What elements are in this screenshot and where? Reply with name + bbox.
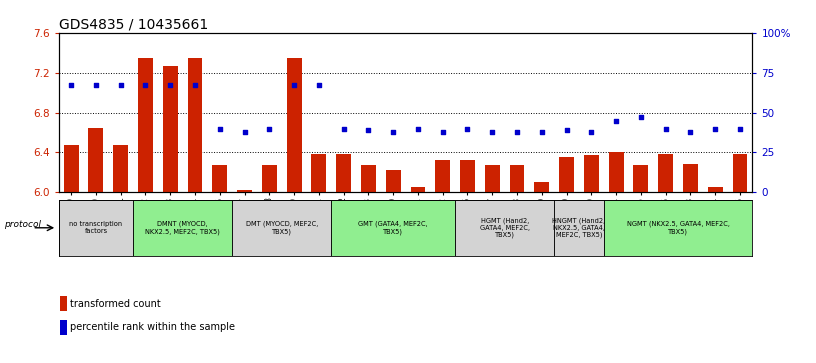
Bar [510, 166, 525, 192]
Text: protocol: protocol [4, 220, 41, 229]
Point [585, 129, 598, 135]
Text: NGMT (NKX2.5, GATA4, MEF2C,
TBX5): NGMT (NKX2.5, GATA4, MEF2C, TBX5) [627, 221, 730, 235]
Bar [60, 320, 67, 335]
Point [486, 129, 499, 135]
Bar [460, 160, 475, 192]
Point [287, 82, 300, 88]
Bar [133, 200, 233, 256]
Point [461, 126, 474, 131]
Bar [64, 146, 78, 192]
Point [387, 129, 400, 135]
Bar [188, 58, 202, 192]
Bar [707, 187, 723, 192]
Bar [88, 127, 104, 192]
Point [708, 126, 721, 131]
Point [188, 82, 202, 88]
Bar [237, 191, 252, 192]
Bar [113, 146, 128, 192]
Bar [604, 200, 752, 256]
Point [313, 82, 326, 88]
Text: DMNT (MYOCD,
NKX2.5, MEF2C, TBX5): DMNT (MYOCD, NKX2.5, MEF2C, TBX5) [145, 221, 220, 235]
Bar [138, 58, 153, 192]
Text: GDS4835 / 10435661: GDS4835 / 10435661 [59, 17, 208, 32]
Bar [609, 152, 623, 192]
Text: GMT (GATA4, MEF2C,
TBX5): GMT (GATA4, MEF2C, TBX5) [358, 221, 428, 235]
Point [64, 82, 78, 88]
Point [114, 82, 127, 88]
Bar [554, 200, 604, 256]
Bar [312, 155, 326, 192]
Bar [386, 171, 401, 192]
Bar [455, 200, 554, 256]
Bar [559, 158, 574, 192]
Text: transformed count: transformed count [70, 299, 161, 309]
Point [139, 82, 152, 88]
Text: no transcription
factors: no transcription factors [69, 221, 122, 234]
Bar [659, 155, 673, 192]
Point [90, 82, 103, 88]
Bar [212, 166, 227, 192]
Bar [331, 200, 455, 256]
Bar [584, 155, 599, 192]
Point [411, 126, 424, 131]
Bar [336, 155, 351, 192]
Text: percentile rank within the sample: percentile rank within the sample [70, 322, 235, 332]
Bar [163, 66, 178, 192]
Bar [233, 200, 331, 256]
Point [535, 129, 548, 135]
Bar [59, 200, 133, 256]
Point [238, 129, 251, 135]
Point [263, 126, 276, 131]
Bar [683, 164, 698, 192]
Bar [435, 160, 450, 192]
Text: DMT (MYOCD, MEF2C,
TBX5): DMT (MYOCD, MEF2C, TBX5) [246, 221, 317, 235]
Point [634, 114, 647, 120]
Point [734, 126, 747, 131]
Point [511, 129, 524, 135]
Text: HGMT (Hand2,
GATA4, MEF2C,
TBX5): HGMT (Hand2, GATA4, MEF2C, TBX5) [480, 217, 530, 238]
Bar [361, 166, 376, 192]
Point [560, 127, 573, 133]
Point [659, 126, 672, 131]
Bar [286, 58, 302, 192]
Point [361, 127, 375, 133]
Bar [733, 155, 747, 192]
Point [213, 126, 226, 131]
Point [684, 129, 697, 135]
Bar [410, 187, 425, 192]
Bar [60, 296, 67, 311]
Bar [534, 183, 549, 192]
Point [337, 126, 350, 131]
Bar [262, 166, 277, 192]
Point [437, 129, 450, 135]
Bar [633, 166, 649, 192]
Bar [485, 166, 499, 192]
Point [610, 118, 623, 123]
Point [164, 82, 177, 88]
Text: HNGMT (Hand2,
NKX2.5, GATA4,
MEF2C, TBX5): HNGMT (Hand2, NKX2.5, GATA4, MEF2C, TBX5… [552, 217, 605, 238]
